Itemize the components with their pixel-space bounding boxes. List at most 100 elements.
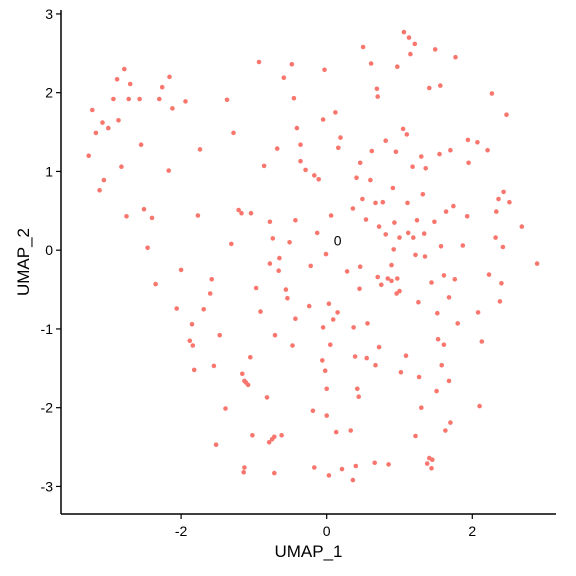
- data-point: [400, 126, 406, 132]
- data-point: [322, 368, 328, 374]
- data-point: [419, 154, 424, 159]
- data-point: [493, 235, 498, 240]
- data-point: [357, 264, 363, 270]
- data-point: [448, 147, 453, 153]
- data-point: [328, 342, 333, 348]
- data-point: [408, 51, 413, 57]
- data-point: [283, 287, 289, 292]
- data-point: [328, 213, 334, 218]
- data-point: [170, 106, 175, 111]
- data-point: [373, 362, 378, 368]
- data-point: [298, 158, 303, 164]
- data-point: [145, 245, 150, 251]
- data-point: [101, 177, 107, 183]
- data-point: [423, 166, 429, 171]
- data-point: [485, 147, 490, 153]
- y-tick-label: 3: [45, 6, 53, 22]
- data-point: [86, 153, 91, 158]
- data-point: [223, 406, 228, 411]
- data-point: [209, 277, 214, 282]
- data-point: [127, 81, 133, 87]
- data-point: [395, 276, 400, 281]
- data-point: [380, 199, 386, 205]
- data-point: [357, 160, 363, 166]
- x-ticks: -2 0 2: [175, 514, 476, 539]
- data-point: [369, 148, 375, 154]
- data-point: [190, 343, 196, 348]
- data-point: [306, 303, 312, 309]
- data-point: [217, 332, 222, 338]
- data-point: [174, 306, 179, 311]
- data-point: [324, 386, 330, 392]
- data-point: [501, 189, 506, 195]
- points-layer: [86, 29, 540, 483]
- data-point: [356, 394, 362, 400]
- data-point: [411, 235, 416, 240]
- data-point: [365, 321, 370, 326]
- data-point: [312, 173, 317, 178]
- data-point: [430, 457, 435, 463]
- data-point: [285, 295, 290, 301]
- data-point: [348, 428, 354, 433]
- data-point: [360, 44, 366, 50]
- data-point: [287, 240, 292, 245]
- data-point: [395, 64, 400, 69]
- data-point: [279, 433, 284, 438]
- data-point: [435, 336, 441, 342]
- data-point: [392, 220, 397, 225]
- data-point: [421, 231, 427, 236]
- data-point: [406, 35, 412, 40]
- data-point: [419, 405, 424, 411]
- data-point: [197, 147, 203, 152]
- data-point: [126, 96, 131, 102]
- data-point: [137, 96, 142, 102]
- data-point: [236, 207, 241, 213]
- data-point: [294, 125, 300, 131]
- axes-layer: [60, 10, 556, 515]
- data-point: [303, 167, 308, 173]
- y-tick-label: 0: [45, 242, 53, 258]
- data-point: [270, 236, 276, 241]
- data-point: [401, 29, 407, 35]
- data-point: [466, 160, 471, 166]
- data-point: [201, 307, 206, 312]
- data-point: [383, 232, 389, 237]
- data-point: [494, 209, 499, 214]
- data-point: [441, 273, 447, 278]
- x-tick-label: 0: [323, 523, 331, 539]
- data-point: [534, 261, 540, 266]
- data-point: [355, 386, 360, 392]
- data-point: [368, 177, 373, 183]
- data-point: [274, 146, 280, 151]
- data-point: [250, 433, 255, 438]
- data-point: [242, 465, 247, 470]
- data-point: [451, 203, 456, 209]
- data-point: [477, 403, 482, 409]
- data-point: [330, 317, 336, 322]
- data-point: [389, 262, 394, 268]
- data-point: [248, 355, 253, 360]
- y-tick-label: -1: [41, 321, 54, 337]
- cluster-label: 0: [334, 233, 342, 249]
- data-point: [312, 465, 317, 470]
- data-point: [281, 75, 287, 80]
- x-axis-title: UMAP_1: [274, 542, 342, 561]
- data-point: [364, 355, 370, 361]
- data-point: [437, 151, 442, 157]
- data-point: [460, 243, 466, 248]
- annotations: 0: [334, 233, 342, 249]
- x-tick-label: -2: [175, 523, 188, 539]
- data-point: [372, 460, 378, 466]
- data-point: [404, 132, 410, 137]
- data-point: [432, 219, 437, 225]
- data-point: [496, 196, 501, 202]
- y-tick-label: -3: [41, 478, 54, 494]
- data-point: [497, 299, 503, 304]
- data-point: [189, 321, 195, 327]
- data-point: [385, 276, 391, 281]
- data-point: [475, 310, 481, 315]
- data-point: [314, 230, 320, 236]
- data-point: [354, 175, 359, 180]
- data-point: [465, 137, 471, 143]
- data-point: [277, 255, 282, 261]
